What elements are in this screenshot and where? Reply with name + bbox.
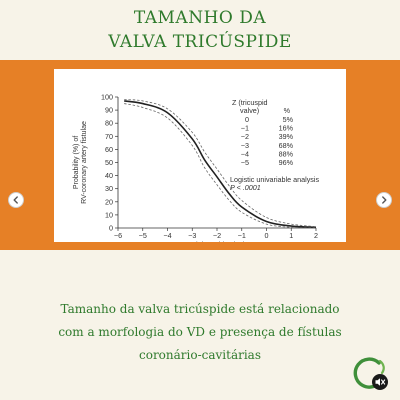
y-tick-label: 70 xyxy=(105,132,113,141)
title-line: VALVA TRICÚSPIDE xyxy=(108,32,292,52)
probability-curve xyxy=(124,100,317,229)
y-tick-label: 60 xyxy=(105,145,113,154)
table-cell-z: −2 xyxy=(241,132,249,141)
caption-line: coronário-cavitárias xyxy=(139,348,261,362)
y-tick-label: 10 xyxy=(105,210,113,219)
y-tick-label: 80 xyxy=(105,119,113,128)
table-header: valve) xyxy=(240,106,259,115)
table-cell-percent: 39% xyxy=(279,132,294,141)
table-cell-z: −5 xyxy=(241,158,249,167)
table-cell-z: −3 xyxy=(241,141,249,150)
table-cell-percent: 16% xyxy=(279,124,294,133)
prev-slide-button[interactable] xyxy=(8,192,24,208)
chevron-right-icon xyxy=(382,196,387,204)
speaker-muted-icon xyxy=(375,378,386,386)
x-tick-label: −3 xyxy=(188,231,196,240)
table-cell-z: −1 xyxy=(241,124,249,133)
table-header: Z (tricuspid xyxy=(232,98,268,107)
y-tick-label: 30 xyxy=(105,184,113,193)
x-tick-label: −5 xyxy=(139,231,147,240)
table-header: % xyxy=(284,106,291,115)
table-cell-percent: 68% xyxy=(279,141,294,150)
x-tick-label: 0 xyxy=(265,231,269,240)
x-tick-label: 2 xyxy=(314,231,318,240)
table-cell-percent: 88% xyxy=(279,149,294,158)
x-tick-label: −6 xyxy=(114,231,122,240)
confidence-band-ci-upper xyxy=(124,99,317,228)
y-tick-label: 100 xyxy=(101,93,113,102)
y-axis-label: Probability (%) of xyxy=(73,136,80,189)
next-slide-button[interactable] xyxy=(376,192,392,208)
p-value-note: P < .0001 xyxy=(230,183,261,192)
post-caption: Tamanho da valva tricúspide está relacio… xyxy=(14,298,386,367)
y-tick-label: 90 xyxy=(105,106,113,115)
y-tick-label: 50 xyxy=(105,158,113,167)
y-axis-label: RV-coronary artery fistulae xyxy=(81,121,88,204)
x-tick-label: −2 xyxy=(213,231,221,240)
x-tick-label: 1 xyxy=(289,231,293,240)
confidence-band-ci-lower xyxy=(124,103,317,229)
table-cell-percent: 5% xyxy=(283,115,294,124)
analysis-note: Logistic univariable analysis xyxy=(230,175,319,184)
title-line: TAMANHO DA xyxy=(133,8,267,28)
x-tick-label: −1 xyxy=(238,231,246,240)
table-cell-z: −4 xyxy=(241,149,249,158)
chevron-left-icon xyxy=(13,196,18,204)
post-title: TAMANHO DA VALVA TRICÚSPIDE xyxy=(0,6,400,54)
x-tick-label: −4 xyxy=(163,231,171,240)
table-cell-percent: 96% xyxy=(279,158,294,167)
y-tick-label: 0 xyxy=(109,224,113,233)
x-axis-label: Z (tricuspid valve) xyxy=(189,240,246,242)
y-tick-label: 40 xyxy=(105,171,113,180)
caption-line: Tamanho da valva tricúspide está relacio… xyxy=(60,302,340,316)
table-cell-z: 0 xyxy=(245,115,249,124)
y-tick-label: 20 xyxy=(105,197,113,206)
caption-line: com a morfologia do VD e presença de fís… xyxy=(58,325,342,339)
audio-toggle-button[interactable] xyxy=(372,374,388,390)
